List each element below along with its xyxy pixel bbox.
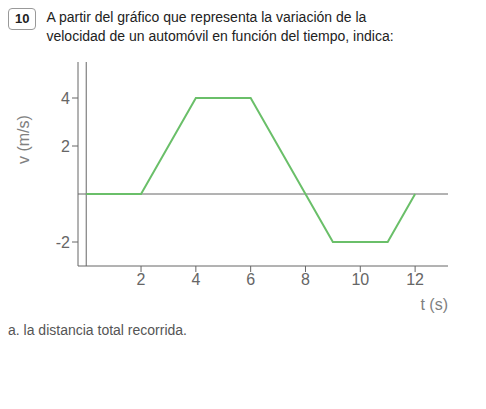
html-text:a. la distancia total recorrid: a. la distancia total recorrida. [8, 322, 187, 338]
svg-text:2: 2 [137, 271, 146, 288]
html-text:A partir del gráfico que repre: A partir del gráfico que representa la v… [46, 9, 394, 44]
svg-text:6: 6 [246, 271, 255, 288]
svg-text:8: 8 [301, 271, 310, 288]
svg-text:v (m/s): v (m/s) [15, 115, 32, 164]
svg-text:-2: -2 [56, 234, 70, 251]
svg-text:10: 10 [351, 271, 369, 288]
svg-text:12: 12 [406, 271, 424, 288]
svg-text:4: 4 [191, 271, 200, 288]
svg-text:2: 2 [61, 138, 70, 155]
svg-text:4: 4 [61, 90, 70, 107]
svg-text:t (s): t (s) [420, 296, 448, 313]
html-text:10: 10 [15, 11, 30, 26]
